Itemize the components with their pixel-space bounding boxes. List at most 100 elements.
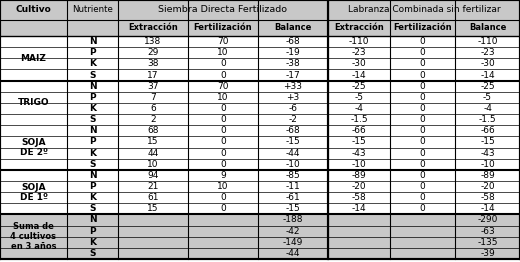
Text: Cultivo: Cultivo [16, 6, 51, 14]
Text: -63: -63 [480, 227, 495, 236]
Bar [0, 20, 520, 36]
Text: -4: -4 [355, 104, 363, 113]
Text: 0: 0 [220, 115, 226, 124]
Text: -89: -89 [352, 171, 367, 180]
Text: -14: -14 [352, 204, 366, 213]
Text: 94: 94 [147, 171, 159, 180]
Text: -61: -61 [285, 193, 301, 202]
Text: Suma de
4 cultivos
en 3 años: Suma de 4 cultivos en 3 años [10, 222, 57, 251]
Text: -15: -15 [285, 204, 301, 213]
Text: 0: 0 [420, 204, 425, 213]
Text: 0: 0 [220, 104, 226, 113]
Text: +3: +3 [287, 93, 300, 102]
Text: -11: -11 [285, 182, 301, 191]
Text: -44: -44 [286, 149, 300, 157]
Text: N: N [89, 215, 96, 225]
Text: SOJA
DE 2º: SOJA DE 2º [20, 138, 47, 157]
Text: -23: -23 [480, 48, 495, 57]
Text: -2: -2 [289, 115, 297, 124]
Text: -30: -30 [480, 59, 495, 68]
Text: 0: 0 [220, 160, 226, 169]
Text: N: N [89, 171, 96, 180]
Text: Nutriente: Nutriente [72, 6, 113, 14]
Text: 0: 0 [420, 70, 425, 80]
Text: 37: 37 [147, 82, 159, 91]
Text: -20: -20 [352, 182, 366, 191]
Text: -149: -149 [283, 238, 303, 247]
Text: -39: -39 [480, 249, 495, 258]
Text: -188: -188 [283, 215, 303, 225]
Text: -25: -25 [352, 82, 366, 91]
Text: -10: -10 [480, 160, 495, 169]
Text: -15: -15 [352, 138, 367, 146]
Text: K: K [89, 193, 96, 202]
Text: K: K [89, 59, 96, 68]
Text: Fertilización: Fertilización [193, 24, 252, 32]
Text: N: N [89, 37, 96, 46]
Text: 0: 0 [420, 138, 425, 146]
Text: -14: -14 [480, 70, 495, 80]
Text: 38: 38 [147, 59, 159, 68]
Text: +33: +33 [283, 82, 303, 91]
Text: 0: 0 [420, 48, 425, 57]
Text: 0: 0 [420, 82, 425, 91]
Text: 6: 6 [150, 104, 156, 113]
Text: 0: 0 [420, 182, 425, 191]
Text: Fertilización: Fertilización [393, 24, 452, 32]
Text: 9: 9 [220, 171, 226, 180]
Text: 0: 0 [220, 126, 226, 135]
Text: Extracción: Extracción [334, 24, 384, 32]
Text: -68: -68 [285, 37, 301, 46]
Text: 10: 10 [217, 182, 229, 191]
Text: P: P [89, 227, 96, 236]
Text: -10: -10 [352, 160, 367, 169]
Text: SOJA
DE 1º: SOJA DE 1º [20, 183, 47, 202]
Text: -58: -58 [480, 193, 495, 202]
Text: 29: 29 [147, 48, 159, 57]
Text: Extracción: Extracción [128, 24, 178, 32]
Text: -4: -4 [483, 104, 492, 113]
Text: N: N [89, 126, 96, 135]
Text: -14: -14 [480, 204, 495, 213]
Text: 0: 0 [420, 171, 425, 180]
Text: -58: -58 [352, 193, 367, 202]
Text: 0: 0 [220, 59, 226, 68]
Text: -30: -30 [352, 59, 367, 68]
Text: -110: -110 [477, 37, 498, 46]
Text: S: S [89, 70, 96, 80]
Text: -85: -85 [285, 171, 301, 180]
Text: 68: 68 [147, 126, 159, 135]
Text: Balance: Balance [275, 24, 311, 32]
Text: 2: 2 [150, 115, 156, 124]
Text: -25: -25 [480, 82, 495, 91]
Text: 21: 21 [147, 182, 159, 191]
Text: S: S [89, 204, 96, 213]
Text: 0: 0 [420, 115, 425, 124]
Text: -66: -66 [480, 126, 495, 135]
Text: 0: 0 [420, 104, 425, 113]
Text: -5: -5 [355, 93, 363, 102]
Text: N: N [89, 82, 96, 91]
Text: MAIZ: MAIZ [21, 54, 46, 63]
Text: 0: 0 [220, 138, 226, 146]
Text: 44: 44 [147, 149, 159, 157]
Text: P: P [89, 48, 96, 57]
Text: Labranza Combinada sin fertilizar: Labranza Combinada sin fertilizar [348, 6, 500, 14]
Text: -290: -290 [477, 215, 498, 225]
Text: 0: 0 [420, 59, 425, 68]
Text: 10: 10 [217, 48, 229, 57]
Text: -1.5: -1.5 [479, 115, 496, 124]
Text: -14: -14 [352, 70, 366, 80]
Text: Balance: Balance [469, 24, 506, 32]
Text: -1.5: -1.5 [350, 115, 368, 124]
Text: 0: 0 [420, 93, 425, 102]
Text: -43: -43 [352, 149, 366, 157]
Text: 17: 17 [147, 70, 159, 80]
Bar [0, 0, 520, 20]
Text: -17: -17 [285, 70, 301, 80]
Text: 0: 0 [420, 126, 425, 135]
Text: 0: 0 [420, 193, 425, 202]
Text: -38: -38 [285, 59, 301, 68]
Text: 0: 0 [220, 70, 226, 80]
Text: -135: -135 [477, 238, 498, 247]
